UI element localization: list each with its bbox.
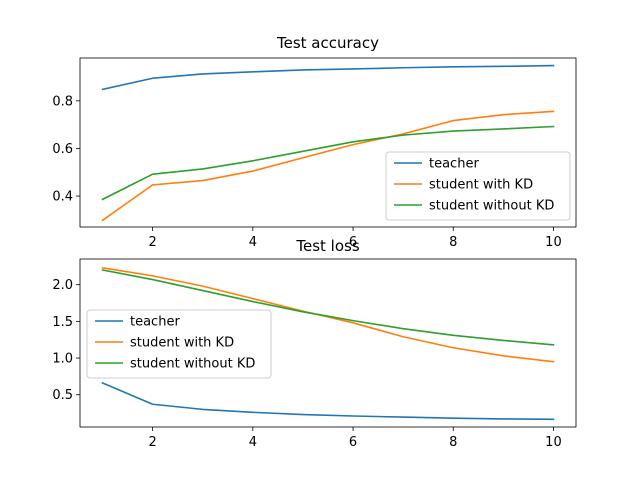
x-tick-label: 8 (449, 235, 457, 250)
axis-ticks-accuracy: 2 4 6 8 10 0.4 0.6 0.8 (52, 94, 561, 250)
series-line-student-with-kd (101, 110, 555, 222)
x-tick-label: 2 (149, 235, 157, 250)
x-tick-label: 8 (449, 435, 457, 450)
legend-accuracy: teacher student with KD student without KD (385, 151, 571, 221)
legend-label: teacher (429, 157, 479, 172)
x-tick-label: 10 (545, 235, 562, 250)
axis-ticks-loss: 2 4 6 8 10 0.5 1.0 1.5 2.0 (52, 278, 561, 450)
x-tick-label: 10 (545, 435, 562, 450)
x-tick-label: 6 (349, 235, 357, 250)
series-lines-accuracy (101, 64, 555, 222)
panel-test-accuracy: Test accuracy 2 4 6 8 10 0.4 0.6 0.8 teacher stu… (52, 34, 577, 250)
y-tick-label: 1.0 (52, 352, 73, 367)
y-tick-label: 0.4 (52, 190, 73, 205)
series-line-student-without-kd (101, 125, 555, 201)
legend-frame (385, 151, 571, 221)
legend-label: student without KD (130, 357, 255, 372)
series-lines-loss (101, 266, 555, 421)
legend-frame (86, 309, 272, 379)
plot-frame-loss (79, 258, 577, 428)
plot-frame-accuracy (79, 57, 577, 228)
legend-label: student with KD (130, 336, 234, 351)
y-tick-label: 0.8 (52, 94, 73, 109)
chart-title-loss: Test loss (295, 237, 359, 255)
legend-label: student with KD (429, 178, 533, 193)
x-tick-label: 6 (349, 435, 357, 450)
y-tick-label: 0.5 (52, 388, 73, 403)
panel-test-loss: Test loss 2 4 6 8 10 0.5 1.0 1.5 2.0 teacher stud… (52, 237, 577, 450)
legend-loss: teacher student with KD student without KD (86, 309, 272, 379)
series-line-student-without-kd (101, 269, 555, 346)
x-tick-label: 2 (149, 435, 157, 450)
y-tick-label: 2.0 (52, 278, 73, 293)
x-tick-label: 4 (249, 235, 257, 250)
legend-label: student without KD (429, 199, 554, 214)
series-line-teacher (101, 64, 555, 91)
y-tick-label: 0.6 (52, 142, 73, 157)
legend-label: teacher (130, 315, 180, 330)
series-line-teacher (101, 381, 555, 421)
chart-title-accuracy: Test accuracy (276, 34, 379, 52)
x-tick-label: 4 (249, 435, 257, 450)
y-tick-label: 1.5 (52, 315, 73, 330)
